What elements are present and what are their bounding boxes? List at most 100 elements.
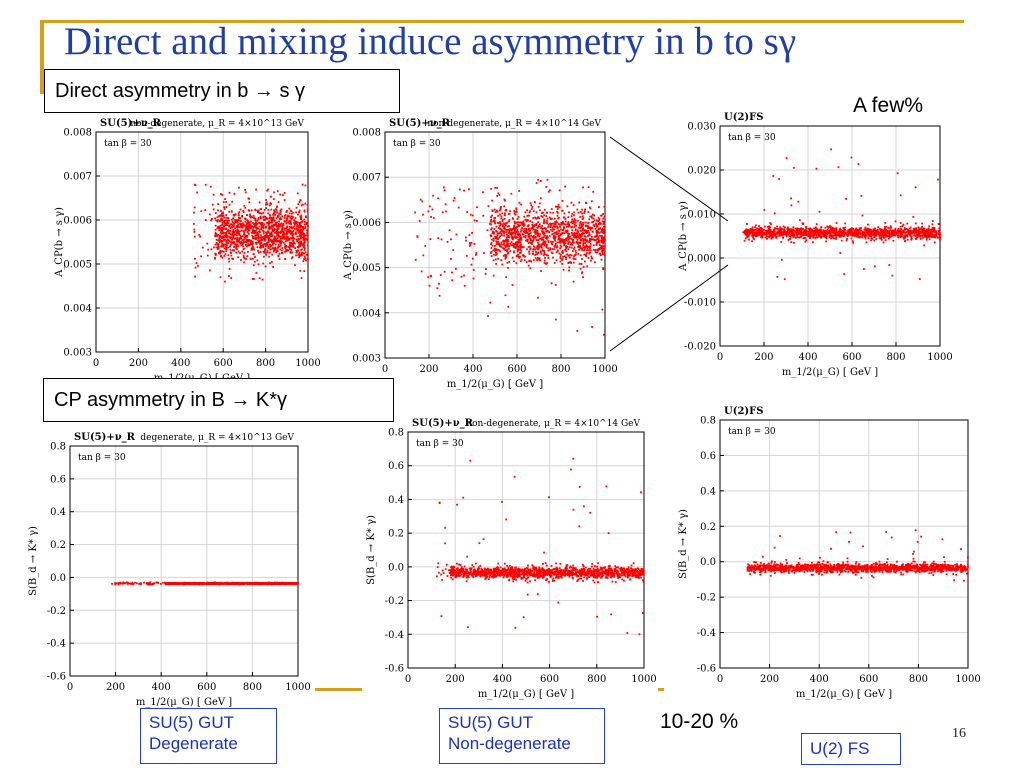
data-point: [214, 228, 217, 231]
data-point: [820, 230, 823, 233]
data-point: [578, 237, 581, 239]
data-point: [217, 244, 220, 247]
data-point: [591, 221, 593, 224]
data-point: [555, 259, 558, 262]
data-point: [553, 225, 556, 228]
data-point: [573, 226, 576, 228]
data-point: [547, 257, 550, 259]
data-point: [268, 225, 271, 228]
data-point: [114, 583, 117, 586]
data-point: [861, 232, 864, 235]
data-point: [934, 231, 937, 234]
data-point: [578, 201, 581, 204]
data-point: [505, 236, 508, 239]
data-point: [529, 267, 532, 270]
data-point: [858, 228, 861, 231]
data-point: [761, 231, 764, 234]
data-point: [549, 211, 552, 214]
data-point: [596, 238, 599, 240]
data-point: [531, 221, 534, 224]
data-point: [469, 213, 472, 216]
data-point: [563, 255, 566, 257]
data-point: [285, 219, 288, 222]
data-point: [269, 221, 272, 224]
data-point: [797, 228, 800, 230]
data-point: [284, 246, 286, 249]
data-point: [553, 262, 556, 264]
data-point: [504, 244, 506, 247]
data-point: [520, 236, 523, 239]
data-point: [225, 250, 228, 252]
data-point: [208, 269, 211, 272]
data-point: [916, 236, 918, 239]
data-point: [565, 256, 567, 259]
data-point: [228, 268, 231, 270]
data-point: [498, 236, 501, 239]
data-point: [841, 233, 844, 236]
data-point: [535, 229, 538, 232]
data-point: [939, 237, 941, 240]
data-point: [472, 277, 475, 280]
data-point: [586, 245, 589, 248]
data-point: [242, 245, 245, 248]
data-point: [256, 259, 259, 262]
data-point: [928, 225, 931, 228]
data-point: [249, 240, 251, 243]
data-point: [256, 232, 259, 235]
data-point: [530, 243, 533, 246]
data-point: [557, 205, 559, 208]
data-point: [220, 193, 222, 195]
data-point: [515, 210, 518, 213]
data-point: [513, 224, 516, 227]
data-point: [300, 224, 302, 227]
data-point: [575, 236, 578, 239]
data-point: [220, 245, 223, 248]
data-point: [271, 243, 274, 245]
data-point: [565, 253, 568, 256]
data-point: [304, 202, 307, 205]
data-point: [851, 240, 854, 243]
data-point: [274, 243, 277, 246]
data-point: [260, 236, 263, 239]
data-point: [282, 236, 285, 238]
data-point: [572, 257, 575, 260]
data-point: [236, 236, 239, 239]
data-point: [491, 214, 493, 217]
data-point: [563, 226, 566, 229]
data-point: [446, 240, 449, 243]
data-point: [536, 233, 539, 235]
data-point: [745, 232, 748, 235]
data-point: [249, 258, 252, 261]
data-point: [825, 237, 828, 240]
data-point: [577, 211, 580, 214]
data-point: [567, 242, 570, 245]
data-point: [853, 233, 856, 236]
data-point: [279, 241, 282, 244]
data-point: [515, 230, 518, 233]
data-point: [933, 234, 936, 237]
data-point: [803, 231, 806, 234]
data-point: [545, 245, 548, 248]
data-point: [131, 581, 134, 584]
data-point: [236, 243, 239, 246]
data-point: [553, 231, 556, 234]
data-point: [266, 251, 269, 254]
data-point: [795, 228, 798, 231]
data-point: [490, 216, 492, 219]
data-point: [861, 214, 864, 217]
data-point: [221, 228, 224, 231]
data-point: [783, 278, 786, 281]
data-point: [225, 227, 228, 230]
data-point: [872, 231, 875, 234]
data-point: [223, 222, 226, 225]
data-point: [904, 235, 906, 238]
data-point: [257, 218, 260, 221]
data-point: [463, 189, 466, 192]
data-point: [263, 250, 266, 253]
data-point: [572, 261, 575, 264]
data-point: [228, 225, 231, 228]
data-point: [826, 231, 829, 234]
data-point: [278, 258, 281, 261]
data-point: [851, 230, 853, 233]
data-point: [298, 201, 301, 203]
